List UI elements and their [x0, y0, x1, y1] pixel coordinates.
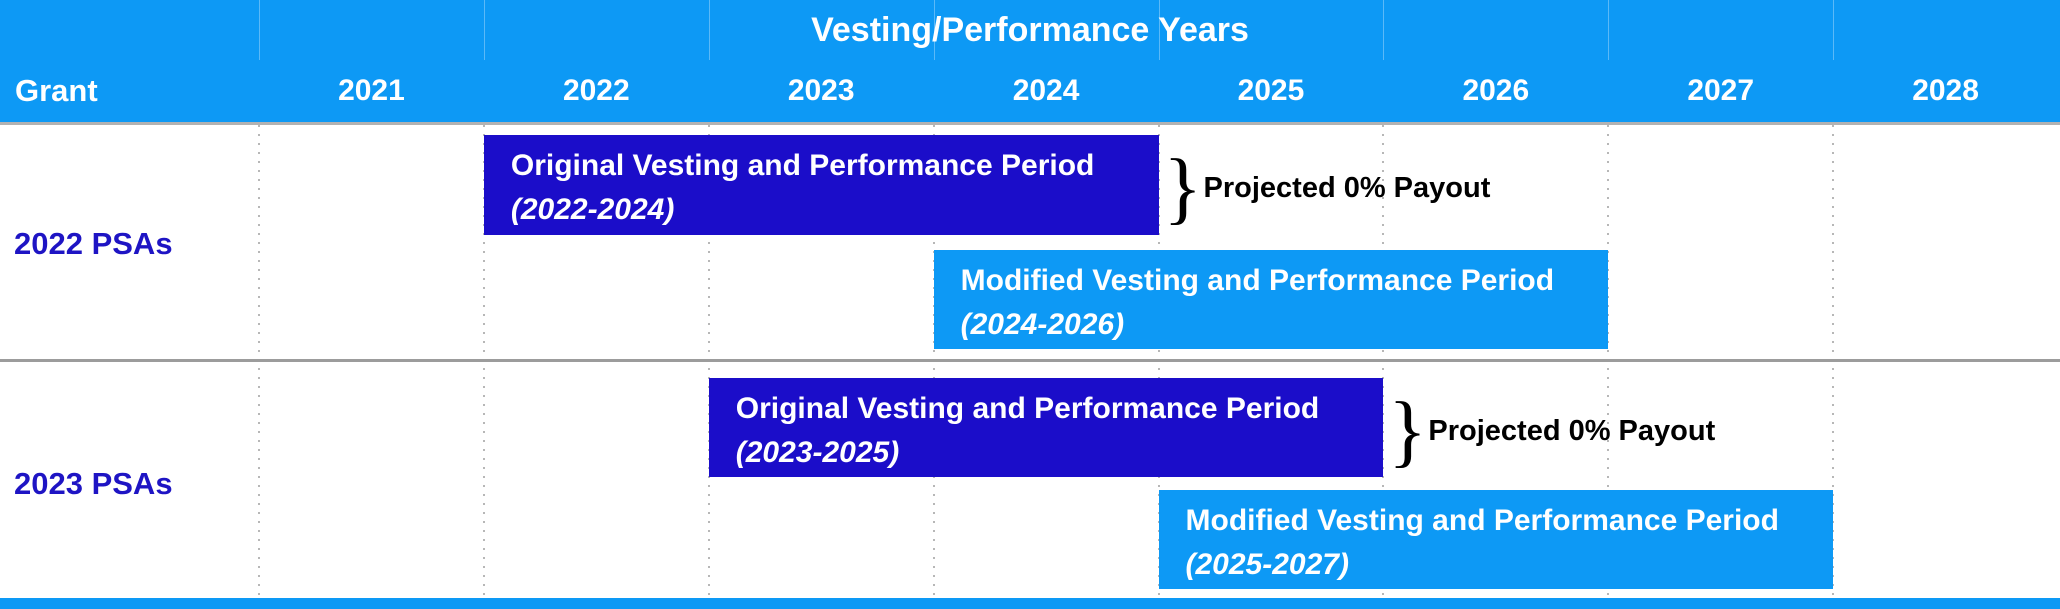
- year-label-2024: 2024: [1012, 74, 1080, 107]
- bar-title: Original Vesting and Performance Period: [735, 392, 1320, 425]
- year-label-2021: 2021: [338, 74, 405, 107]
- modified-period-bar-2023: Modified Vesting and Performance Period …: [1158, 490, 1834, 589]
- header-underline: [0, 122, 2060, 125]
- bar-title: Original Vesting and Performance Period: [510, 149, 1095, 182]
- chart-title: Vesting/Performance Years: [811, 11, 1249, 49]
- year-label-2026: 2026: [1462, 74, 1530, 107]
- modified-period-bar-2022: Modified Vesting and Performance Period …: [933, 250, 1609, 349]
- bar-title: Modified Vesting and Performance Period: [1185, 504, 1779, 537]
- brace-glyph: }: [1388, 387, 1427, 475]
- header-column-separator: [1158, 0, 1160, 60]
- header-column-separator: [1383, 0, 1385, 60]
- header-column-separator: [259, 0, 260, 60]
- brace-glyph: }: [1163, 144, 1202, 232]
- bar-period: (2024-2026): [960, 308, 1125, 341]
- table-header-band: Vesting/Performance Years Grant 2021 2022…: [0, 0, 2060, 122]
- header-column-separator: [1833, 0, 1835, 60]
- header-column-separator: [1608, 0, 1610, 60]
- bar-title: Modified Vesting and Performance Period: [960, 264, 1555, 297]
- payout-annotation: Projected 0% Payout: [1203, 172, 1491, 204]
- row-label-2023-psas: 2023 PSAs: [14, 466, 173, 501]
- original-period-bar-2023: Original Vesting and Performance Period …: [708, 378, 1384, 477]
- row-separator: [0, 359, 2060, 362]
- original-period-bar-2022: Original Vesting and Performance Period …: [483, 135, 1159, 235]
- year-label-2023: 2023: [787, 74, 855, 107]
- header-column-separator: [933, 0, 935, 60]
- bar-period: (2022-2024): [510, 193, 675, 226]
- bar-period: (2025-2027): [1185, 548, 1349, 581]
- header-column-separators: [0, 0, 2060, 60]
- year-label-2025: 2025: [1237, 74, 1305, 107]
- footer-accent-bar: [0, 598, 2060, 609]
- bar-period: (2023-2025): [735, 436, 900, 469]
- year-label-2028: 2028: [1912, 74, 1979, 107]
- header-column-separator: [708, 0, 710, 60]
- row-label-2022-psas: 2022 PSAs: [14, 226, 173, 261]
- year-axis: 2021 2022 2023 2024 2025 2026 2027 2028: [0, 65, 2060, 122]
- year-label-2022: 2022: [562, 74, 630, 107]
- grant-column-header: Grant: [15, 73, 98, 108]
- year-label-2027: 2027: [1687, 74, 1755, 107]
- header-column-separator: [483, 0, 485, 60]
- payout-annotation: Projected 0% Payout: [1428, 415, 1716, 447]
